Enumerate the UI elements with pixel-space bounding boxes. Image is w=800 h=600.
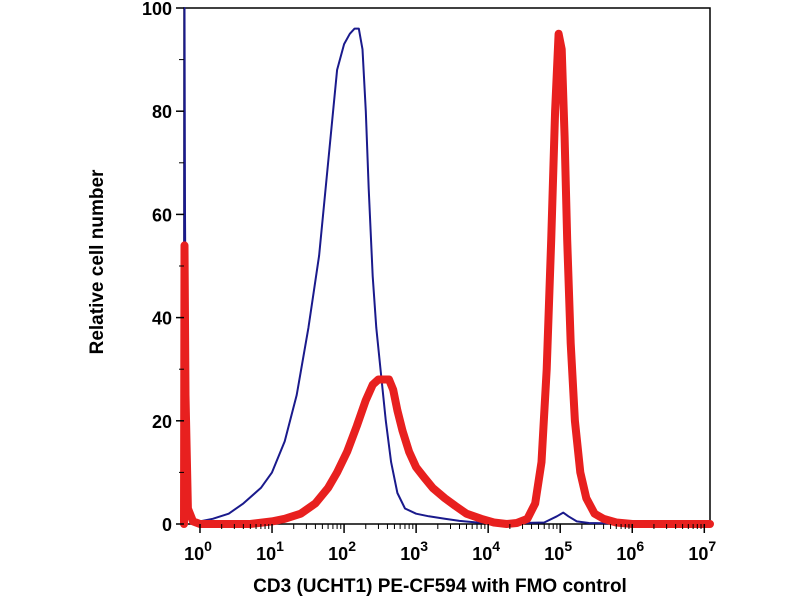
- x-tick-label: 103: [400, 538, 428, 564]
- x-tick-label: 106: [616, 538, 644, 564]
- y-tick-label: 60: [152, 205, 172, 225]
- y-axis: 0 20 40 60 80 100: [142, 0, 184, 535]
- x-tick-label: 101: [256, 538, 284, 564]
- series-layer: [180, 7, 714, 528]
- x-tick-label: 102: [328, 538, 356, 564]
- x-axis: 100 101 102 103 104 105 106 107: [184, 524, 716, 564]
- x-axis-label: CD3 (UCHT1) PE-CF594 with FMO control: [253, 576, 627, 597]
- y-tick-label: 80: [152, 102, 172, 122]
- series-line-2: [180, 29, 714, 528]
- x-tick-label: 104: [472, 538, 500, 564]
- y-tick-label: 0: [162, 515, 172, 535]
- x-tick-label: 107: [688, 538, 716, 564]
- y-tick-label: 20: [152, 412, 172, 432]
- y-tick-label: 40: [152, 309, 172, 329]
- x-tick-label: 100: [184, 538, 212, 564]
- x-tick-label: 105: [544, 538, 572, 564]
- series-line-1: [183, 7, 711, 525]
- y-axis-label: Relative cell number: [87, 169, 108, 354]
- y-tick-label: 100: [142, 0, 172, 19]
